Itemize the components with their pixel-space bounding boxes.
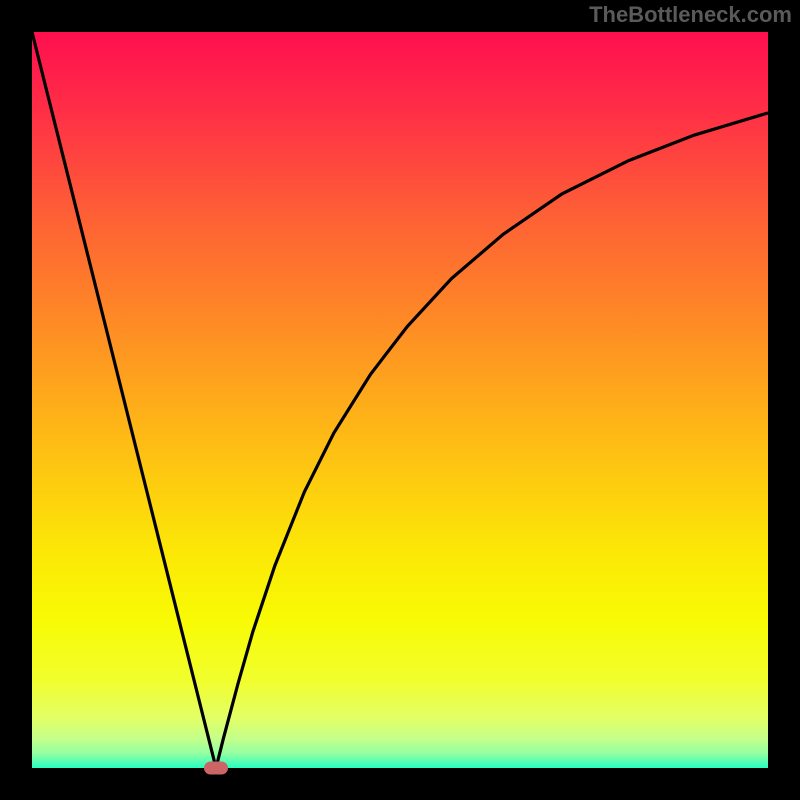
plot-background — [32, 32, 768, 768]
plot-area — [32, 32, 768, 768]
watermark-text: TheBottleneck.com — [589, 2, 792, 28]
vertex-marker — [204, 762, 228, 775]
plot-svg — [32, 32, 768, 768]
chart-container: TheBottleneck.com — [0, 0, 800, 800]
